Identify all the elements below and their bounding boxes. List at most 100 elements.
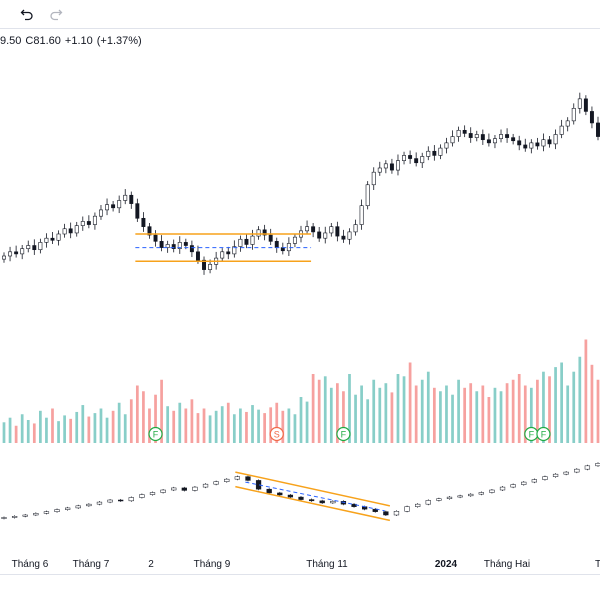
candle-body	[32, 245, 37, 251]
mini-candle-body	[75, 505, 81, 509]
volume-bar	[384, 383, 388, 443]
mini-candle-body	[457, 495, 463, 498]
volume-bar	[499, 391, 503, 443]
volume-bar	[214, 410, 218, 443]
volume-bar	[529, 387, 533, 443]
candle-body	[402, 155, 407, 161]
mini-candle-body	[287, 494, 294, 498]
mini-candle-body	[468, 493, 474, 497]
x-axis-line	[0, 574, 600, 575]
candle-body	[317, 231, 322, 239]
candle-body	[44, 237, 49, 243]
mini-candle-body	[149, 492, 156, 495]
candle-body	[571, 107, 576, 122]
redo-button[interactable]	[46, 4, 66, 24]
event-circle	[148, 426, 163, 442]
candle-body	[305, 226, 310, 232]
volume-bar	[590, 364, 594, 443]
candle-body	[383, 163, 388, 169]
candle-body	[268, 234, 273, 242]
mini-candle-body	[54, 509, 60, 512]
candle-body	[450, 136, 455, 144]
mini-candle-body	[107, 499, 113, 503]
volume-bar	[317, 379, 321, 443]
volume-bar	[536, 379, 539, 443]
candle-body	[262, 229, 267, 236]
volume-bar	[172, 410, 176, 443]
volume-bar	[105, 417, 109, 443]
candle-body	[292, 236, 297, 244]
volume-bar	[14, 425, 18, 443]
candle-body	[153, 234, 158, 242]
candle-body	[420, 156, 425, 164]
candle-body	[111, 204, 116, 209]
candle-body	[159, 241, 164, 248]
volume-bar	[584, 339, 588, 443]
volume-bar	[263, 413, 266, 443]
open-value: 9.50	[0, 35, 22, 47]
candle-body	[505, 134, 510, 138]
candle-body	[165, 244, 170, 248]
mini-candle-body	[393, 511, 400, 516]
volume-pane	[2, 339, 600, 443]
x-axis: Tháng 6 Tháng 7 2 Tháng 9 Tháng 11 2024 Tháng …	[12, 559, 600, 570]
volume-bar	[26, 420, 30, 443]
event-marker[interactable]: F	[336, 426, 351, 442]
volume-bar	[69, 418, 73, 443]
candle-body	[408, 155, 413, 159]
main-price-pane	[2, 92, 600, 275]
volume-bar	[269, 407, 273, 443]
volume-bar	[45, 417, 48, 443]
volume-bar	[487, 397, 491, 443]
x-tick-label: 2024	[435, 559, 458, 570]
event-marker[interactable]: F	[148, 426, 163, 442]
volume-bar	[366, 399, 370, 443]
volume-bar	[408, 362, 412, 443]
volume-bar	[572, 371, 576, 443]
mini-candle-body	[1, 517, 7, 519]
candle-body	[232, 246, 237, 255]
mini-candle-body	[43, 511, 50, 514]
candle-body	[220, 251, 225, 259]
event-marker[interactable]: S	[269, 426, 284, 442]
volume-bar	[329, 387, 333, 443]
mini-candle-body	[478, 492, 484, 495]
candle-body	[244, 238, 249, 245]
x-tick-label: Tháng 9	[194, 559, 231, 570]
candle-body	[359, 205, 364, 225]
event-label: F	[541, 430, 547, 440]
candle-body	[38, 242, 43, 251]
candle-body	[99, 209, 103, 217]
volume-bar	[275, 402, 279, 443]
candle-body	[256, 229, 261, 237]
mini-candle-body	[330, 501, 336, 504]
volume-bar	[63, 415, 66, 443]
event-label: F	[529, 430, 535, 440]
mini-candle-body	[192, 486, 198, 491]
mini-candle-body	[86, 503, 92, 507]
volume-bar	[481, 385, 485, 443]
event-marker[interactable]: F	[524, 426, 539, 442]
candle-body	[171, 244, 176, 249]
mini-candle-body	[489, 489, 495, 493]
secondary-pane	[1, 462, 600, 520]
mini-candle-body	[298, 496, 304, 500]
mini-candle-body	[245, 476, 251, 481]
volume-bar	[287, 408, 291, 443]
volume-bar	[178, 402, 182, 443]
volume-bar	[226, 402, 230, 443]
candle-body	[129, 194, 134, 204]
x-tick-label: Tháng 11	[306, 559, 348, 570]
undo-button[interactable]	[17, 4, 37, 24]
mini-candle-body	[118, 499, 124, 502]
candle-body	[371, 171, 376, 186]
mini-candle-body	[33, 513, 39, 516]
volume-bar	[87, 416, 91, 443]
mini-candle-body	[542, 476, 548, 480]
volume-bar	[305, 401, 309, 443]
event-marker[interactable]: F	[536, 426, 551, 442]
candle-body	[456, 129, 461, 137]
candle-body	[577, 98, 582, 109]
